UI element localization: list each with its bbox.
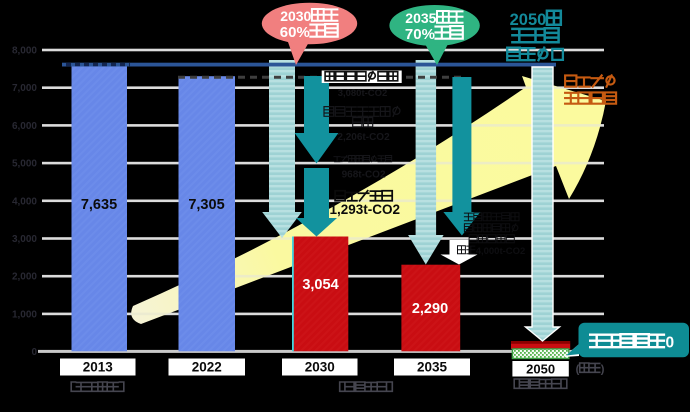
svg-text:3,080t-CO2: 3,080t-CO2 [338,88,388,99]
svg-text:7,635: 7,635 [81,197,117,213]
svg-text:2035: 2035 [417,360,448,375]
svg-text:0: 0 [31,347,37,358]
svg-text:3,000: 3,000 [12,234,37,245]
svg-text:1,000: 1,000 [12,309,37,320]
svg-text:968t-CO2: 968t-CO2 [342,170,386,181]
svg-text:2030: 2030 [280,8,311,24]
svg-text:60%: 60% [280,24,310,41]
svg-text:4,000t-CO2: 4,000t-CO2 [476,246,526,257]
svg-text:(: ( [576,364,580,376]
svg-text:2,206t-CO2: 2,206t-CO2 [337,132,390,143]
svg-text:7,305: 7,305 [188,197,224,213]
svg-text:2,000: 2,000 [12,272,37,283]
svg-text:): ) [601,364,605,376]
svg-text:2035: 2035 [405,10,436,26]
svg-text:2,290: 2,290 [412,301,448,317]
svg-text:6,000: 6,000 [12,121,37,132]
svg-text:2013: 2013 [83,360,114,375]
svg-text:2050: 2050 [510,11,547,29]
svg-text:70%: 70% [405,26,435,43]
svg-text:2030: 2030 [305,360,335,375]
svg-text:0: 0 [666,335,675,352]
svg-text:5,000: 5,000 [12,159,37,170]
svg-text:4,000: 4,000 [12,196,37,207]
svg-text:3,054: 3,054 [302,277,338,293]
svg-text:2050: 2050 [526,362,555,377]
svg-text:8,000: 8,000 [12,46,37,57]
svg-text:7,000: 7,000 [12,83,37,94]
svg-text:2022: 2022 [192,360,222,375]
svg-text:1,293t-CO2: 1,293t-CO2 [330,202,401,217]
